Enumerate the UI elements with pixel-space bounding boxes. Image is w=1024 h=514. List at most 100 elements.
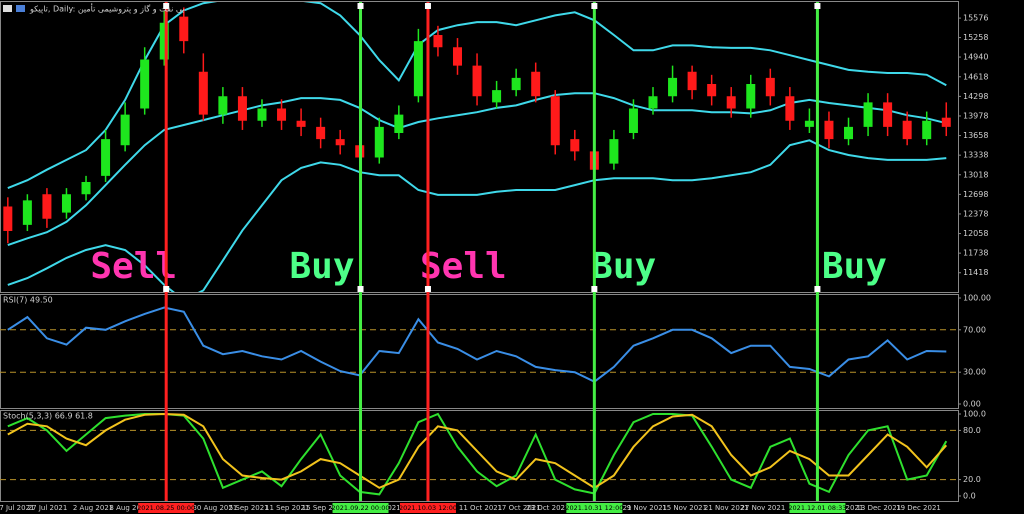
x-tick-label: 15 Sep 2021	[302, 504, 346, 512]
candle-body	[492, 90, 502, 103]
y-tick-label: 0.0	[963, 492, 976, 501]
candle-body	[863, 102, 873, 127]
signal-annotation: Sell	[90, 246, 177, 287]
overlay: 15576 15258 14940 14618 14298 13978 13658 13338…	[0, 2, 991, 513]
x-tick-label: 19 Dec 2021	[896, 504, 941, 512]
x-tick-label: 27 Jul 2021	[28, 504, 68, 512]
candle-body	[472, 65, 482, 97]
candle-body	[3, 206, 13, 231]
stoch-title: Stoch(5,3,3) 66.9 61.8	[3, 412, 93, 421]
candle-body	[81, 181, 91, 195]
main-panel-frame	[0, 1, 959, 293]
candle-body	[707, 84, 717, 97]
x-tick-label: 17 Jul 2021	[0, 504, 34, 512]
candle-body	[433, 35, 443, 48]
candle-body	[570, 139, 580, 152]
candle-body	[257, 108, 267, 121]
y-tick-label: 14618	[963, 72, 988, 81]
candle-body	[413, 41, 423, 97]
signal-date-label: 2021.08.25 00:00	[137, 504, 195, 512]
stoch-panel-frame	[0, 410, 959, 502]
candle-body	[22, 200, 32, 225]
series-line	[7, 412, 948, 496]
main-plot	[3, 2, 951, 292]
signal-date-box	[789, 503, 846, 513]
candle-body	[550, 96, 560, 146]
x-tick-label: 11 Sep 2021	[265, 504, 309, 512]
signal-marker	[814, 286, 821, 292]
x-tick-label: 27 Nov 2021	[740, 504, 785, 512]
signal-marker	[591, 3, 598, 9]
candle-body	[609, 139, 619, 164]
x-tick-label: 30 Aug 2021	[192, 504, 237, 512]
candle-body	[687, 71, 697, 91]
candle-body	[824, 120, 834, 140]
x-tick-label: 8 Aug 2021	[109, 504, 149, 512]
series-line	[7, 306, 947, 383]
window-icon	[16, 5, 25, 12]
candle-body	[61, 194, 71, 213]
candle-body	[844, 126, 854, 140]
candle-body	[159, 22, 169, 60]
y-tick-label: 11418	[963, 268, 988, 277]
signal-date-label: 2021.09.22 00:00	[332, 504, 390, 512]
candle-body	[765, 77, 775, 97]
y-tick-label: 11738	[963, 249, 988, 258]
y-tick-label: 13658	[963, 131, 988, 140]
y-tick-label: 100.0	[963, 410, 986, 419]
candle-body	[42, 194, 52, 219]
rsi-panel-frame	[0, 294, 959, 409]
x-tick-label: 13 Dec 2021	[856, 504, 901, 512]
y-tick-label: 15258	[963, 33, 988, 42]
series-line	[7, 139, 947, 292]
y-tick-label: 13978	[963, 111, 988, 120]
y-tick-label: 30.00	[963, 368, 986, 377]
signal-marker	[424, 286, 431, 292]
candle-body	[316, 126, 326, 140]
signal-marker	[163, 286, 170, 292]
signal-marker	[814, 3, 821, 9]
y-tick-label: 20.0	[963, 475, 981, 484]
rsi-title: RSI(7) 49.50	[3, 296, 53, 305]
candle-body	[101, 139, 111, 176]
candle-body	[198, 71, 208, 115]
y-tick-label: 15576	[963, 14, 988, 23]
candle-body	[746, 84, 756, 109]
chart-title: تاپیکو, Daily: بی نفت و گاز و پتروشیمی ت…	[29, 3, 185, 14]
y-tick-label: 100.00	[963, 294, 991, 303]
y-tick-label: 70.00	[963, 325, 986, 334]
signal-date-box	[332, 503, 389, 513]
candle-body	[277, 108, 287, 121]
signal-date-label: 2021.12.01 08:33	[788, 504, 846, 512]
candle-body	[140, 59, 150, 109]
candle-body	[883, 102, 893, 127]
y-tick-label: 12698	[963, 190, 988, 199]
candle-body	[394, 114, 404, 133]
signal-marker	[357, 3, 364, 9]
series-line	[7, 412, 948, 489]
signal-date-box	[399, 503, 456, 513]
window-icon	[3, 5, 12, 12]
candle-body	[804, 120, 814, 127]
y-tick-label: 14940	[963, 53, 988, 62]
y-tick-label: 12058	[963, 229, 988, 238]
signal-marker	[424, 3, 431, 9]
candle-body	[452, 47, 462, 66]
signal-annotation: Buy	[591, 246, 656, 287]
x-tick-label: 11 Oct 2021	[459, 504, 502, 512]
stoch-plot	[0, 412, 958, 496]
y-tick-label: 80.0	[963, 426, 981, 435]
x-tick-label: 21 Nov 2021	[704, 504, 749, 512]
candle-body	[922, 120, 932, 140]
signal-date-label: 2021.10.03 12:00	[399, 504, 457, 512]
y-tick-label: 12378	[963, 209, 988, 218]
candle-body	[237, 96, 247, 121]
y-tick-label: 14298	[963, 92, 988, 101]
signal-date-label: 2021.10.31 12:00	[565, 504, 623, 512]
candle-body	[628, 108, 638, 133]
candle-body	[296, 120, 306, 127]
candle-body	[374, 126, 384, 158]
candle-body	[941, 117, 951, 127]
signal-date-box	[566, 503, 623, 513]
